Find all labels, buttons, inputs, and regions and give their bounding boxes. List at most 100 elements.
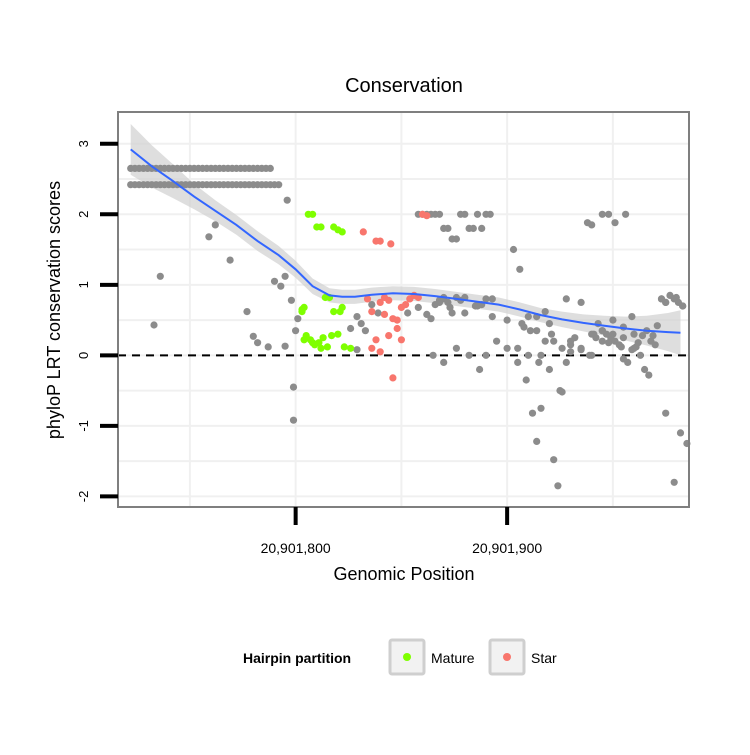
point-other: [482, 351, 490, 359]
point-star: [385, 296, 393, 304]
point-other: [361, 327, 369, 335]
point-mature: [315, 339, 323, 347]
point-other: [662, 409, 670, 417]
point-other: [266, 164, 274, 172]
point-star: [397, 336, 405, 344]
point-star: [393, 324, 401, 333]
point-other: [205, 233, 213, 241]
point-other: [619, 334, 628, 342]
point-other: [243, 308, 251, 316]
point-star: [368, 308, 376, 316]
point-other: [662, 298, 670, 306]
point-other: [448, 309, 456, 317]
point-other: [461, 210, 469, 218]
point-other: [556, 387, 564, 395]
chart-title: Conservation: [345, 75, 463, 97]
point-other: [427, 315, 435, 323]
point-other: [605, 210, 613, 218]
point-mature: [298, 308, 306, 316]
point-other: [679, 302, 687, 310]
legend-label-star: Star: [531, 650, 557, 666]
x-axis-ticks: 20,901,800 20,901,900: [261, 507, 542, 556]
point-other: [598, 327, 606, 335]
point-other: [524, 351, 532, 359]
point-other: [636, 351, 645, 359]
point-other: [486, 210, 494, 218]
point-other: [550, 456, 558, 464]
point-other: [226, 256, 234, 264]
y-axis-ticks: 3 2 1 0 -1 -2: [76, 140, 118, 502]
point-other: [482, 295, 490, 303]
point-other: [611, 219, 619, 227]
point-other: [353, 346, 361, 354]
point-mature: [338, 228, 346, 236]
point-other: [277, 282, 285, 290]
point-other: [526, 327, 535, 335]
point-other: [435, 298, 444, 306]
point-other: [452, 344, 460, 352]
point-star: [359, 228, 367, 236]
point-other: [404, 309, 412, 317]
point-other: [514, 344, 522, 352]
point-other: [630, 330, 638, 338]
grid-lines: [118, 112, 689, 507]
point-other: [672, 293, 680, 302]
point-other: [533, 437, 541, 445]
point-star: [393, 316, 401, 324]
point-other: [537, 404, 545, 412]
point-other: [520, 323, 528, 331]
point-other: [653, 322, 661, 330]
point-other: [473, 302, 482, 310]
legend-label-mature: Mature: [431, 650, 475, 666]
confidence-band-layer: [130, 124, 681, 356]
point-mature: [334, 330, 342, 338]
point-mature: [309, 339, 317, 347]
data-points: [127, 164, 691, 490]
point-other: [598, 337, 606, 345]
point-mature: [319, 334, 327, 342]
point-star: [380, 310, 389, 318]
point-other: [609, 316, 617, 324]
point-other: [249, 332, 257, 340]
y-axis-label: phyloP LRT conservation scores: [44, 181, 64, 439]
point-other: [254, 339, 262, 347]
point-mature: [336, 308, 344, 316]
point-other: [577, 346, 585, 354]
point-other: [283, 196, 291, 204]
point-other: [598, 210, 606, 218]
point-other: [368, 301, 376, 309]
point-other: [562, 358, 570, 366]
x-tick-label: 20,901,900: [472, 540, 542, 556]
y-tick-label: 3: [76, 140, 91, 147]
point-other: [558, 344, 566, 352]
point-other: [537, 351, 545, 359]
point-other: [270, 277, 279, 285]
point-other: [535, 358, 543, 366]
point-mature: [323, 343, 331, 351]
point-other: [676, 429, 685, 437]
point-other: [473, 210, 482, 218]
point-other: [488, 313, 496, 321]
point-other: [586, 351, 594, 359]
point-other: [641, 365, 649, 374]
point-other: [651, 341, 659, 349]
point-mature: [302, 334, 310, 342]
point-other: [150, 321, 158, 329]
point-other: [289, 416, 298, 424]
point-other: [446, 303, 454, 311]
legend-title: Hairpin partition: [243, 650, 351, 666]
point-other: [638, 332, 647, 340]
point-other: [634, 339, 642, 347]
point-other: [550, 337, 558, 345]
point-other: [476, 365, 484, 374]
point-other: [281, 342, 289, 350]
point-other: [503, 344, 511, 352]
point-other: [541, 337, 549, 345]
smooth-line-layer: [130, 148, 681, 334]
point-star: [402, 301, 410, 309]
x-tick-label: 20,901,800: [261, 540, 331, 556]
point-other: [524, 313, 532, 321]
point-other: [649, 332, 657, 340]
point-other: [211, 221, 219, 229]
